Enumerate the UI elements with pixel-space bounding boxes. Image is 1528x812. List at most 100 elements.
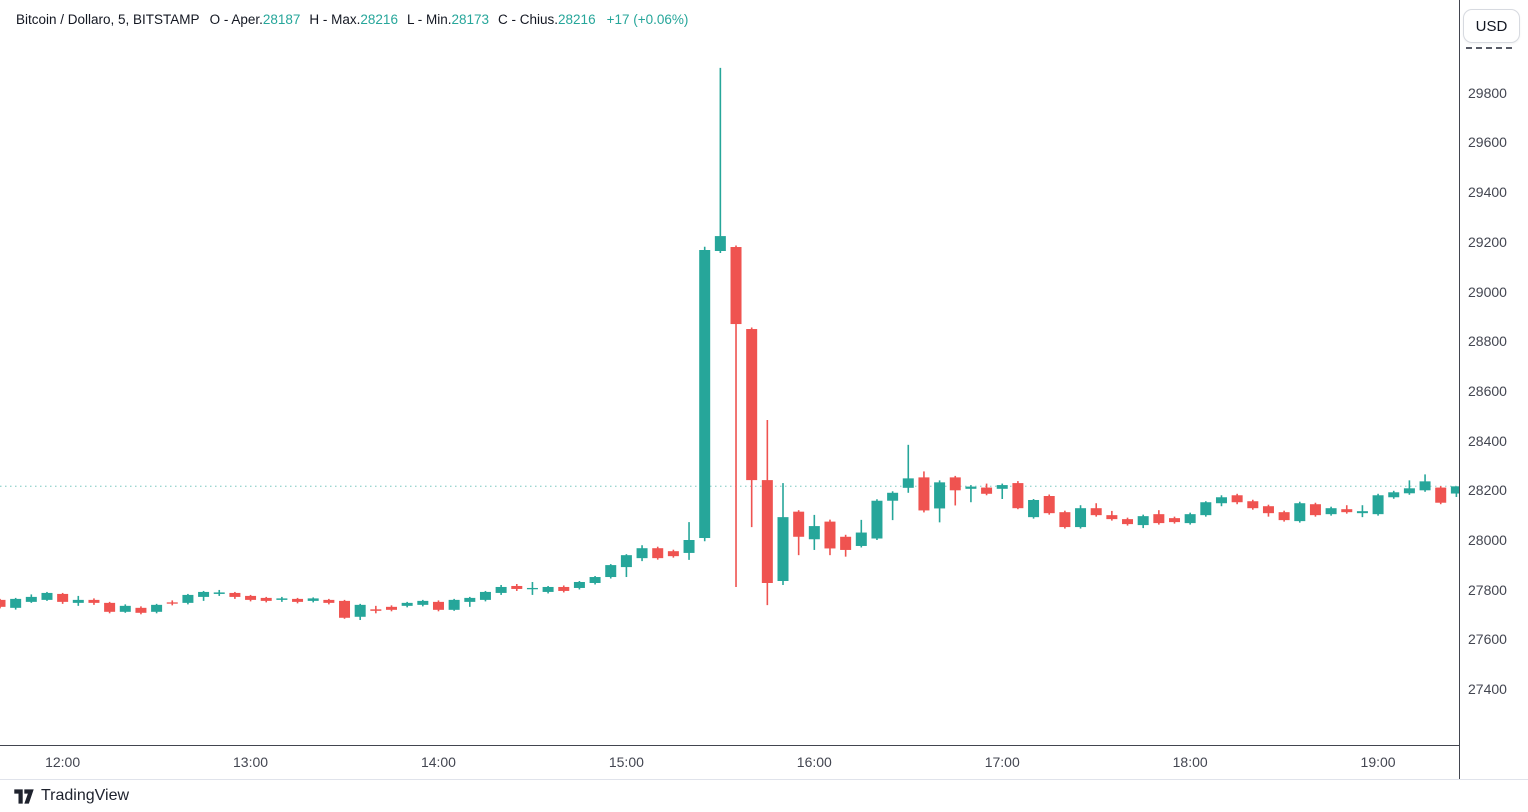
candle-18:50[interactable] <box>1341 505 1353 514</box>
candle-12:50[interactable] <box>213 589 225 596</box>
candle-14:45[interactable] <box>573 581 585 590</box>
candle-15:20[interactable] <box>683 522 695 560</box>
candle-16:55[interactable] <box>981 483 993 496</box>
candle-18:55[interactable] <box>1356 505 1368 518</box>
candle-14:05[interactable] <box>448 598 460 611</box>
candle-18:20[interactable] <box>1247 499 1259 510</box>
candle-19:05[interactable] <box>1388 490 1400 499</box>
candle-12:55[interactable] <box>229 591 241 599</box>
candle-15:35[interactable] <box>730 245 742 587</box>
candle-16:45[interactable] <box>949 475 961 506</box>
candle-12:20[interactable] <box>119 604 131 613</box>
candle-17:40[interactable] <box>1122 517 1134 526</box>
candle-18:10[interactable] <box>1215 495 1227 507</box>
candle-19:00[interactable] <box>1372 493 1384 516</box>
candle-12:35[interactable] <box>166 600 178 606</box>
candle-17:25[interactable] <box>1075 505 1087 529</box>
candle-18:05[interactable] <box>1200 501 1212 517</box>
candle-14:10[interactable] <box>464 596 476 607</box>
candle-15:25[interactable] <box>699 246 711 542</box>
candle-16:30[interactable] <box>902 444 914 493</box>
candle-18:30[interactable] <box>1278 510 1290 522</box>
candle-17:55[interactable] <box>1169 516 1180 524</box>
candle-17:10[interactable] <box>1028 498 1040 519</box>
time-axis[interactable]: 12:00 13:00 14:00 15:00 16:00 17:00 18:00 19:00 <box>0 745 1459 780</box>
candle-18:15[interactable] <box>1231 493 1243 505</box>
price-axis[interactable]: USD 29800 29600 29400 29200 29000 28800 28600 2… <box>1459 0 1528 779</box>
candle-14:00[interactable] <box>432 600 444 612</box>
candle-13:25[interactable] <box>323 598 335 605</box>
candle-15:50[interactable] <box>777 483 789 585</box>
candle-19:25[interactable] <box>1450 486 1459 498</box>
candle-19:10[interactable] <box>1403 480 1415 495</box>
candle-19:20[interactable] <box>1435 486 1447 505</box>
candle-17:20[interactable] <box>1059 510 1071 529</box>
candle-13:45[interactable] <box>386 605 397 612</box>
candle-12:10[interactable] <box>88 598 100 605</box>
candle-16:50[interactable] <box>965 485 977 503</box>
candle-13:05[interactable] <box>260 596 272 603</box>
candle-14:15[interactable] <box>479 590 491 602</box>
candle-16:00[interactable] <box>808 514 820 550</box>
candle-18:00[interactable] <box>1184 512 1196 525</box>
candle-14:50[interactable] <box>589 576 601 585</box>
candle-13:00[interactable] <box>245 594 257 602</box>
candle-16:15[interactable] <box>855 519 867 548</box>
candle-14:30[interactable] <box>526 581 538 595</box>
candle-12:25[interactable] <box>135 606 147 615</box>
candle-17:15[interactable] <box>1043 494 1055 515</box>
candle-19:15[interactable] <box>1419 474 1431 492</box>
candle-16:05[interactable] <box>824 519 836 556</box>
candlestick-chart[interactable] <box>0 0 1459 745</box>
candle-18:25[interactable] <box>1262 504 1274 517</box>
candle-12:30[interactable] <box>151 603 163 614</box>
candle-13:30[interactable] <box>339 599 351 619</box>
candle-15:55[interactable] <box>793 510 805 556</box>
candle-18:40[interactable] <box>1309 502 1321 517</box>
candle-11:55[interactable] <box>41 591 53 601</box>
candle-14:20[interactable] <box>495 584 507 595</box>
candle-12:05[interactable] <box>72 595 84 606</box>
candle-16:40[interactable] <box>934 480 946 523</box>
candle-15:45[interactable] <box>761 419 773 606</box>
candle-13:20[interactable] <box>307 597 319 603</box>
candle-11:50[interactable] <box>25 594 37 603</box>
candle-13:35[interactable] <box>354 603 366 621</box>
candle-17:45[interactable] <box>1137 514 1149 529</box>
candle-15:30[interactable] <box>714 67 726 253</box>
symbol-title[interactable]: Bitcoin / Dollaro, 5, BITSTAMP <box>16 12 200 27</box>
candle-15:40[interactable] <box>746 327 758 528</box>
candle-17:30[interactable] <box>1090 503 1102 517</box>
candle-14:55[interactable] <box>605 564 617 579</box>
candle-16:25[interactable] <box>887 491 899 521</box>
candle-14:40[interactable] <box>558 585 570 593</box>
candle-15:05[interactable] <box>636 545 648 562</box>
candle-16:20[interactable] <box>871 499 883 540</box>
candle-18:35[interactable] <box>1294 501 1306 523</box>
candle-12:40[interactable] <box>182 593 194 605</box>
currency-toggle-button[interactable]: USD <box>1463 9 1520 43</box>
candle-15:10[interactable] <box>652 546 664 560</box>
candle-14:35[interactable] <box>542 585 554 594</box>
candle-15:00[interactable] <box>620 554 632 578</box>
candle-13:40[interactable] <box>370 605 382 614</box>
candle-15:15[interactable] <box>667 549 679 558</box>
candle-13:10[interactable] <box>276 596 288 602</box>
candle-18:45[interactable] <box>1325 506 1337 516</box>
candle-12:00[interactable] <box>57 592 69 604</box>
candle-16:10[interactable] <box>840 534 852 557</box>
candle-11:40[interactable] <box>0 598 6 609</box>
candle-12:45[interactable] <box>198 590 210 601</box>
candle-17:05[interactable] <box>1012 481 1024 510</box>
candle-12:15[interactable] <box>104 601 116 614</box>
candle-13:55[interactable] <box>417 599 429 607</box>
candle-17:50[interactable] <box>1153 510 1165 525</box>
candle-17:00[interactable] <box>996 483 1008 499</box>
candle-13:15[interactable] <box>292 597 304 604</box>
candle-13:50[interactable] <box>401 601 413 608</box>
candle-11:45[interactable] <box>10 597 22 610</box>
tradingview-logo[interactable]: TradingView <box>13 787 129 805</box>
candle-16:35[interactable] <box>918 471 930 513</box>
candle-14:25[interactable] <box>511 583 523 591</box>
candle-17:35[interactable] <box>1106 510 1118 521</box>
